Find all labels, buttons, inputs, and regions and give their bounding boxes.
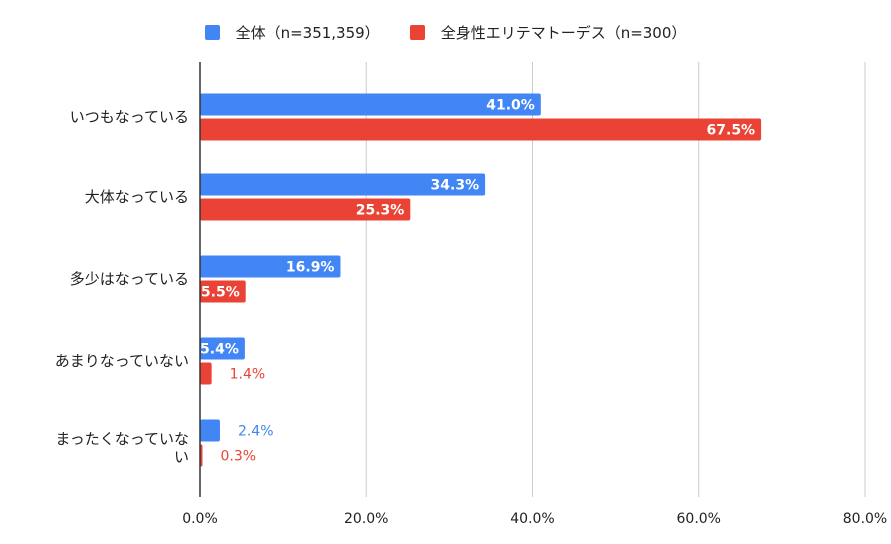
category-label: い [174, 448, 189, 466]
x-tick-label: 60.0% [677, 511, 721, 527]
data-label: 0.3% [220, 449, 256, 465]
data-label: 2.4% [238, 424, 274, 440]
bar-overall [200, 255, 341, 278]
x-tick-label: 40.0% [510, 511, 554, 527]
legend: 全体（n=351,359） 全身性エリテマトーデス（n=300） [0, 22, 891, 43]
data-label: 41.0% [486, 98, 535, 114]
legend-item-sle: 全身性エリテマトーデス（n=300） [409, 22, 687, 43]
data-label: 34.3% [431, 178, 480, 194]
data-label: 25.3% [356, 203, 405, 219]
category-label: いつもなっている [70, 108, 189, 126]
category-label: 多少はなっている [70, 270, 189, 288]
bar-overall [200, 93, 541, 116]
data-label: 5.4% [200, 342, 239, 358]
x-tick-label: 80.0% [843, 511, 887, 527]
category-label: 大体なっている [85, 188, 189, 206]
bar-sle [200, 280, 246, 303]
legend-item-overall: 全体（n=351,359） [204, 22, 380, 43]
bar-sle [200, 198, 411, 221]
data-label: 16.9% [286, 260, 335, 276]
bar-sle [200, 118, 762, 141]
category-label: あまりなっていない [55, 352, 189, 370]
bar-overall [200, 337, 245, 360]
legend-label-sle: 全身性エリテマトーデス（n=300） [440, 24, 687, 42]
bar-overall [200, 419, 220, 442]
category-label: まったくなっていな [55, 430, 189, 448]
legend-label-overall: 全体（n=351,359） [235, 24, 380, 42]
x-tick-label: 20.0% [344, 511, 388, 527]
data-label: 1.4% [230, 367, 266, 383]
legend-swatch-sle [409, 25, 425, 40]
bar-sle [200, 362, 212, 385]
data-label: 67.5% [707, 123, 756, 139]
legend-swatch-overall [204, 25, 220, 40]
x-tick-label: 0.0% [182, 511, 218, 527]
bar-overall [200, 173, 486, 196]
data-label: 5.5% [201, 285, 240, 301]
